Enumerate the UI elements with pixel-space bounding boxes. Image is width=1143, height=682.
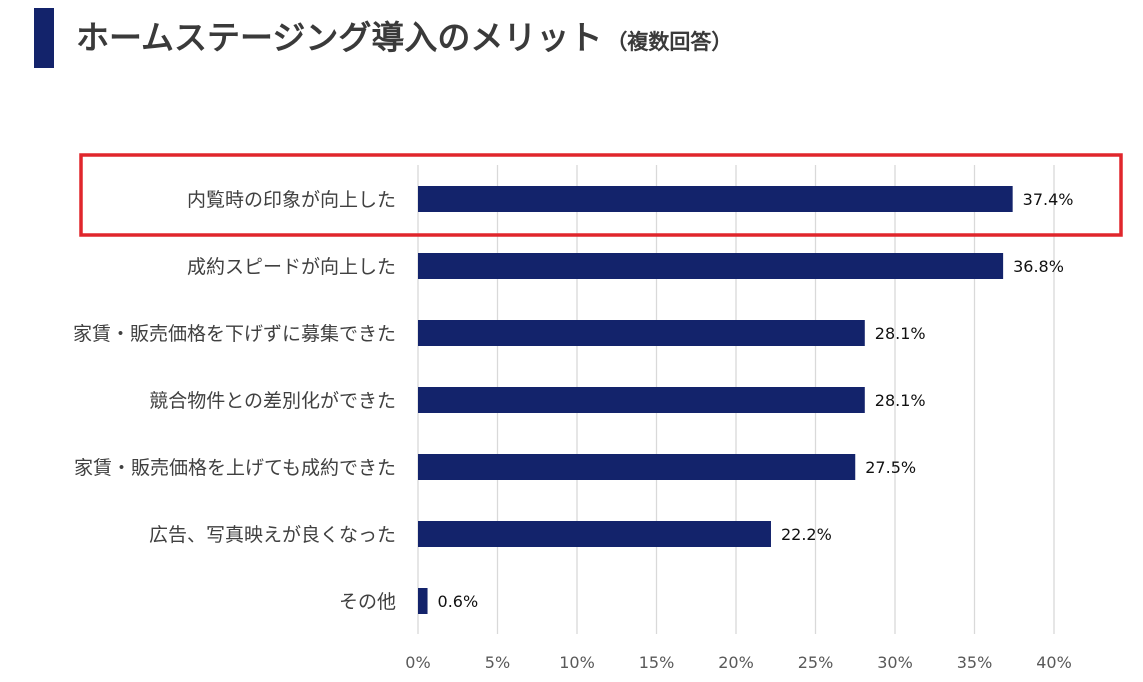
bar xyxy=(418,320,865,346)
x-tick-label: 10% xyxy=(559,653,595,672)
x-tick-label: 25% xyxy=(798,653,834,672)
value-label: 37.4% xyxy=(1023,190,1074,209)
bar xyxy=(418,521,771,547)
bar xyxy=(418,454,856,480)
value-label: 0.6% xyxy=(438,592,479,611)
category-label: 競合物件との差別化ができた xyxy=(149,390,396,412)
bar xyxy=(418,588,428,614)
category-label: 広告、写真映えが良くなった xyxy=(149,524,396,546)
category-label: その他 xyxy=(339,591,396,613)
bar xyxy=(418,387,865,413)
value-label: 22.2% xyxy=(781,525,832,544)
x-tick-label: 30% xyxy=(877,653,913,672)
category-label: 家賃・販売価格を上げても成約できた xyxy=(74,457,396,479)
bar xyxy=(418,253,1004,279)
title-accent-bar xyxy=(34,8,54,68)
x-tick-label: 0% xyxy=(405,653,430,672)
value-label: 28.1% xyxy=(875,391,926,410)
category-label: 成約スピードが向上した xyxy=(187,256,396,278)
x-tick-label: 15% xyxy=(639,653,675,672)
x-tick-label: 40% xyxy=(1036,653,1072,672)
x-tick-label: 5% xyxy=(485,653,510,672)
chart-highlight xyxy=(79,153,1123,237)
category-label: 内覧時の印象が向上した xyxy=(187,189,396,211)
value-label: 28.1% xyxy=(875,324,926,343)
value-label: 36.8% xyxy=(1013,257,1064,276)
chart-subtitle: （複数回答） xyxy=(606,30,733,54)
chart-category-labels: 内覧時の印象が向上した成約スピードが向上した家賃・販売価格を下げずに募集できた競… xyxy=(73,189,396,613)
chart-x-tick-labels: 0% 5% 10% 15% 20% 25% 30% 35% 40% xyxy=(405,653,1071,672)
bar xyxy=(418,186,1013,212)
chart-value-labels: 37.4% 36.8% 28.1% 28.1% 27.5% 22.2% 0.6% xyxy=(438,190,1074,611)
highlight-box xyxy=(79,153,1123,237)
chart-title-text: ホームステージング導入のメリット xyxy=(76,18,603,57)
category-label: 家賃・販売価格を下げずに募集できた xyxy=(73,323,396,345)
x-tick-label: 20% xyxy=(718,653,754,672)
chart-bars xyxy=(418,186,1013,614)
value-label: 27.5% xyxy=(865,458,916,477)
chart-title: ホームステージング導入のメリット （複数回答） xyxy=(76,12,732,68)
x-tick-label: 35% xyxy=(957,653,993,672)
